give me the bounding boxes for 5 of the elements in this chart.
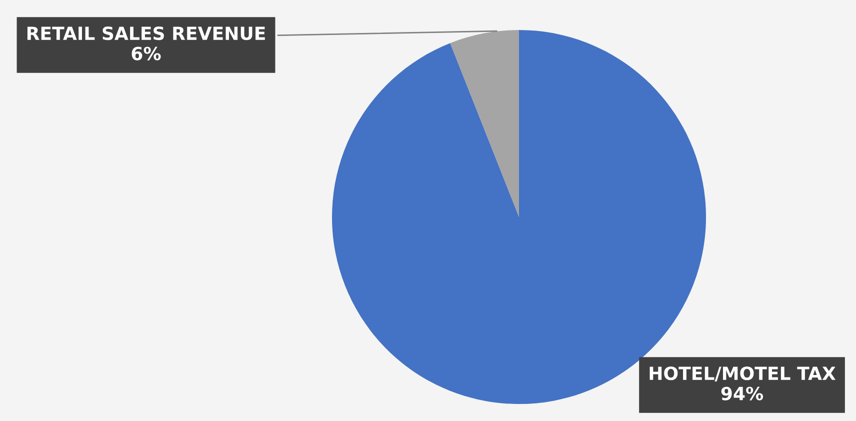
data-label: 94%	[721, 386, 764, 400]
pie-slice	[450, 30, 519, 217]
slice-label: RETAIL SALES REVENUE	[27, 26, 265, 40]
slice-label: HOTEL/MOTEL TAX	[650, 366, 836, 382]
data-label: 6%	[132, 46, 161, 60]
